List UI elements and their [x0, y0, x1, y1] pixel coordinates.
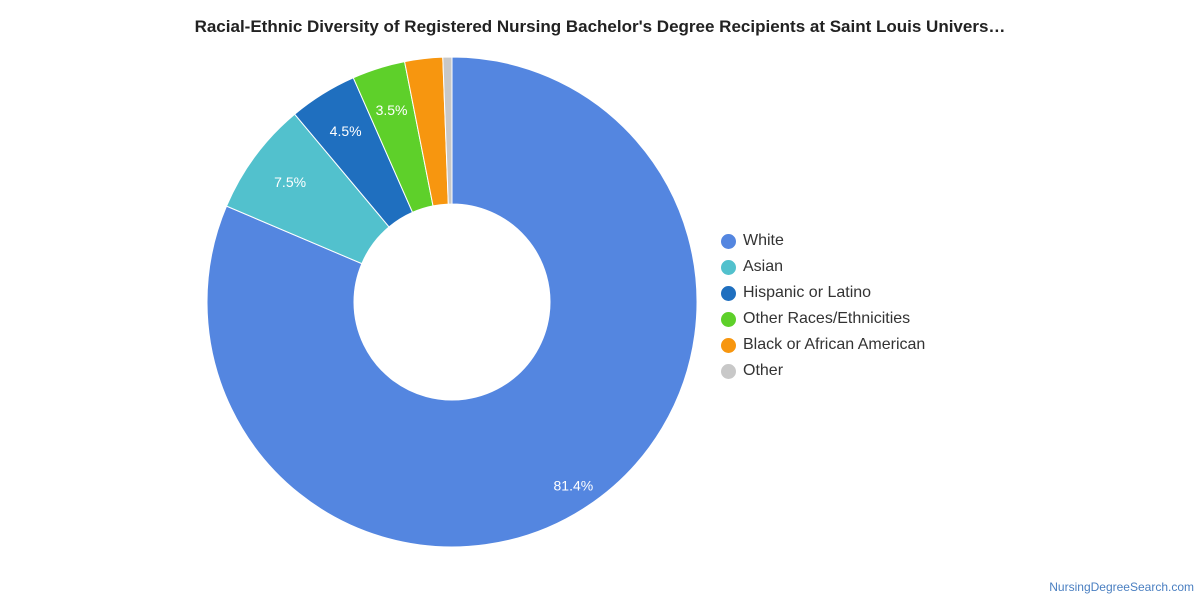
legend-swatch-icon — [721, 259, 736, 275]
watermark[interactable]: NursingDegreeSearch.com — [1049, 580, 1194, 594]
legend-label: Black or African American — [743, 336, 926, 353]
legend-item-other[interactable]: Other — [721, 358, 925, 384]
slice-label-white: 81.4% — [554, 477, 594, 493]
legend-label: Other — [743, 362, 784, 379]
slice-label-asian: 7.5% — [274, 174, 306, 190]
legend-item-other-races-ethnicities[interactable]: Other Races/Ethnicities — [721, 306, 925, 332]
slice-other[interactable] — [442, 56, 453, 205]
legend-swatch-icon — [721, 337, 736, 353]
slice-label-hispanic-or-latino: 4.5% — [330, 123, 362, 139]
slice-white[interactable] — [206, 56, 698, 548]
legend-swatch-icon — [721, 285, 736, 301]
legend-label: White — [743, 232, 784, 249]
legend-swatch-icon — [721, 233, 736, 249]
slice-label-other-races-ethnicities: 3.5% — [376, 102, 408, 118]
legend-label: Asian — [743, 258, 784, 275]
legend-item-asian[interactable]: Asian — [721, 254, 925, 280]
slice-labels: 81.4% 7.5% 4.5% 3.5% — [274, 102, 593, 494]
legend-label: Hispanic or Latino — [743, 284, 872, 301]
donut-slices — [206, 56, 698, 548]
legend-item-white[interactable]: White — [721, 228, 925, 254]
legend-swatch-icon — [721, 311, 736, 327]
legend-label: Other Races/Ethnicities — [743, 310, 911, 327]
legend-item-hispanic-or-latino[interactable]: Hispanic or Latino — [721, 280, 925, 306]
legend-item-black-or-african-american[interactable]: Black or African American — [721, 332, 925, 358]
chart-legend: White Asian Hispanic or Latino Other Races/… — [721, 228, 925, 384]
legend-swatch-icon — [721, 363, 736, 379]
chart-title: Racial-Ethnic Diversity of Registered Nu… — [194, 17, 1006, 36]
